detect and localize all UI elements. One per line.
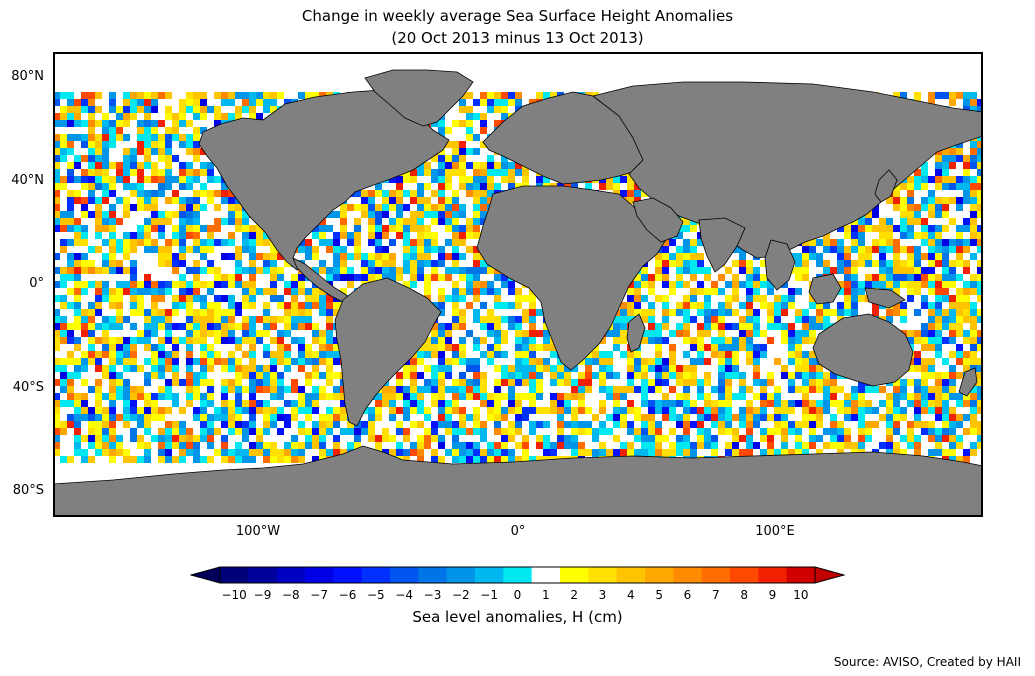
colorbar-swatch — [305, 567, 334, 583]
colorbar-tick-label: −1 — [480, 588, 498, 602]
map-subtitle: (20 Oct 2013 minus 13 Oct 2013) — [391, 29, 644, 47]
colorbar-swatch — [786, 567, 816, 583]
colorbar-tick-label: −4 — [395, 588, 413, 602]
colorbar-tick-label: −7 — [310, 588, 328, 602]
colorbar-tick-label: 4 — [627, 588, 635, 602]
colorbar-tick-label: −5 — [366, 588, 385, 602]
colorbar-swatch — [701, 567, 731, 583]
colorbar-swatch — [503, 567, 533, 583]
colorbar-tick-label: −6 — [338, 588, 357, 602]
colorbar-tick-label: 7 — [712, 588, 720, 602]
colorbar-tick-label: 3 — [598, 588, 607, 602]
australia — [812, 313, 914, 387]
colorbar-tick-label: 6 — [683, 588, 692, 602]
colorbar-swatch — [560, 567, 589, 583]
greenland — [364, 69, 474, 127]
lat-tick-label: 80°S — [12, 483, 44, 498]
world-map — [53, 52, 983, 517]
colorbar-swatch — [446, 567, 476, 583]
colorbar-swatch — [333, 567, 363, 583]
colorbar-frame — [219, 566, 816, 584]
colorbar-swatch — [758, 567, 788, 583]
map-title: Change in weekly average Sea Surface Hei… — [301, 7, 734, 25]
colorbar-swatch — [588, 567, 618, 583]
lon-tick-label: 0° — [510, 524, 526, 539]
colorbar-tick-label: −8 — [281, 588, 300, 602]
colorbar-swatch — [730, 567, 759, 583]
colorbar-tick-label: 2 — [570, 588, 578, 602]
colorbar — [190, 566, 845, 584]
colorbar-tick-label: 10 — [793, 588, 809, 602]
new-zealand — [958, 367, 978, 397]
colorbar-tick-label: −10 — [221, 588, 247, 602]
land-masses — [53, 69, 983, 517]
lat-tick-label: 40°S — [12, 380, 44, 395]
colorbar-tick-label: −2 — [451, 588, 470, 602]
colorbar-swatch — [361, 567, 391, 583]
colorbar-swatch — [645, 567, 674, 583]
colorbar-tick-label: 0 — [513, 588, 522, 602]
source-credit: Source: AVISO, Created by HAII — [833, 655, 1021, 669]
lat-tick-label: 80°N — [11, 69, 44, 84]
colorbar-swatch — [616, 567, 646, 583]
colorbar-tick-label: 5 — [655, 588, 663, 602]
colorbar-swatch — [276, 567, 306, 583]
colorbar-swatch — [531, 567, 561, 583]
japan — [874, 169, 898, 203]
colorbar-tick-label: 1 — [542, 588, 550, 602]
map-frame — [53, 52, 983, 517]
colorbar-label: Sea level anomalies, H (cm) — [412, 608, 623, 626]
colorbar-swatch — [390, 567, 419, 583]
antarctica — [53, 445, 983, 517]
borneo — [808, 273, 842, 305]
arabian-peninsula — [632, 197, 684, 243]
madagascar — [626, 313, 646, 353]
colorbar-tick-label: −3 — [423, 588, 442, 602]
colorbar-swatch — [475, 567, 504, 583]
southeast-asia — [764, 239, 796, 291]
colorbar-swatch — [248, 567, 278, 583]
colorbar-tick-label: −9 — [253, 588, 272, 602]
colorbar-swatch — [418, 567, 448, 583]
colorbar-tick-label: 9 — [768, 588, 777, 602]
lon-tick-label: 100°W — [235, 524, 281, 539]
colorbar-extend-high — [814, 566, 845, 584]
colorbar-swatch — [220, 567, 249, 583]
lat-tick-label: 0° — [29, 276, 44, 291]
colorbar-tick-label: 8 — [740, 588, 748, 602]
lon-tick-label: 100°E — [755, 524, 795, 539]
indian-subcontinent — [698, 217, 746, 273]
lat-tick-label: 40°N — [11, 173, 44, 188]
colorbar-extend-low — [190, 566, 221, 584]
south-america — [334, 277, 442, 427]
new-guinea — [864, 287, 906, 309]
africa — [476, 185, 668, 371]
colorbar-swatch — [673, 567, 703, 583]
